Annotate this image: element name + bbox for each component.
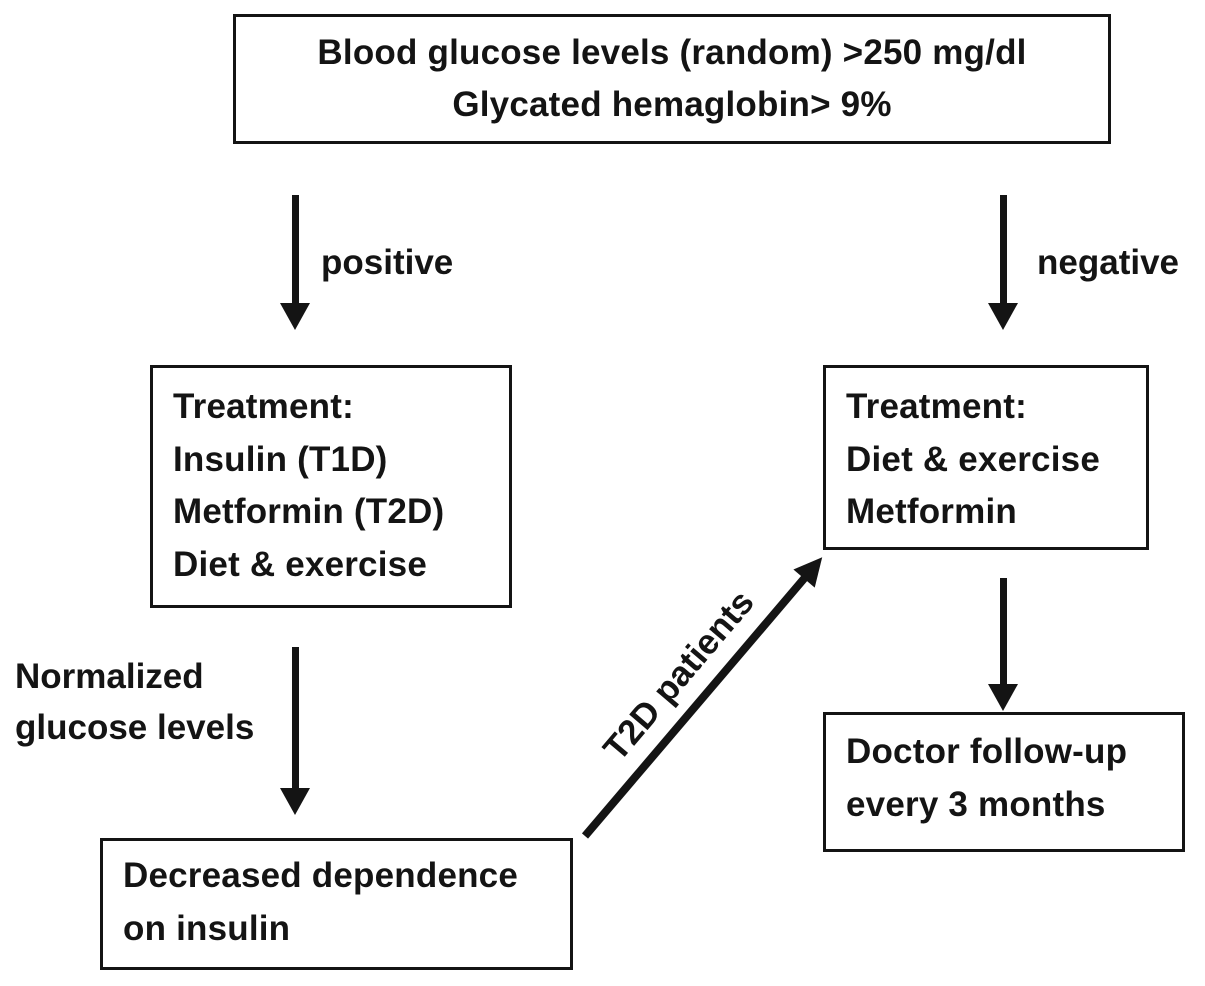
arrow-shaft bbox=[581, 574, 809, 839]
arrow-positive-branch bbox=[280, 195, 310, 330]
node-treatment-negative: Treatment: Diet & exercise Metformin bbox=[823, 365, 1149, 550]
decreased-dependence-line-1: Decreased dependence bbox=[123, 856, 519, 895]
decreased-dependence-line-2: on insulin bbox=[123, 908, 291, 948]
normalized-line-1: Normalized bbox=[15, 657, 204, 696]
node-screening-criteria: Blood glucose levels (random) >250 mg/dl… bbox=[233, 14, 1111, 144]
arrow-head-down-icon bbox=[988, 684, 1018, 711]
treatment-positive-line-1: Treatment: bbox=[173, 387, 354, 426]
arrow-head-down-icon bbox=[280, 303, 310, 330]
arrow-t2d-patients: T2D patients bbox=[581, 548, 833, 839]
node-decreased-dependence: Decreased dependence on insulin bbox=[100, 838, 573, 970]
doctor-followup-line-1: Doctor follow-up bbox=[846, 732, 1128, 771]
arrow-shaft bbox=[291, 195, 299, 303]
edge-label-t2d-patients: T2D patients bbox=[595, 582, 762, 769]
arrow-normalized-glucose bbox=[280, 647, 310, 815]
arrow-doctor-followup bbox=[988, 578, 1018, 711]
normalized-line-2: glucose levels bbox=[15, 707, 255, 747]
arrow-head-down-icon bbox=[988, 303, 1018, 330]
treatment-positive-line-2: Insulin (T1D) bbox=[173, 439, 388, 479]
treatment-positive-line-4: Diet & exercise bbox=[173, 544, 427, 584]
arrow-negative-branch bbox=[988, 195, 1018, 330]
edge-label-positive: positive bbox=[321, 243, 454, 282]
treatment-negative-line-2: Diet & exercise bbox=[846, 439, 1100, 479]
doctor-followup-line-2: every 3 months bbox=[846, 784, 1106, 824]
arrow-shaft bbox=[291, 647, 299, 788]
arrow-shaft bbox=[999, 195, 1007, 303]
treatment-negative-line-1: Treatment: bbox=[846, 387, 1027, 426]
arrow-head-down-icon bbox=[280, 788, 310, 815]
screening-line-2: Glycated hemaglobin> 9% bbox=[452, 85, 892, 124]
arrow-shaft bbox=[999, 578, 1007, 684]
treatment-negative-line-3: Metformin bbox=[846, 492, 1017, 531]
node-treatment-positive: Treatment: Insulin (T1D) Metformin (T2D)… bbox=[150, 365, 512, 608]
treatment-positive-line-3: Metformin (T2D) bbox=[173, 492, 445, 531]
edge-label-normalized: Normalized glucose levels bbox=[15, 652, 275, 754]
screening-line-1: Blood glucose levels (random) >250 mg/dl bbox=[317, 32, 1027, 72]
edge-label-negative: negative bbox=[1037, 243, 1179, 282]
node-doctor-followup: Doctor follow-up every 3 months bbox=[823, 712, 1185, 852]
